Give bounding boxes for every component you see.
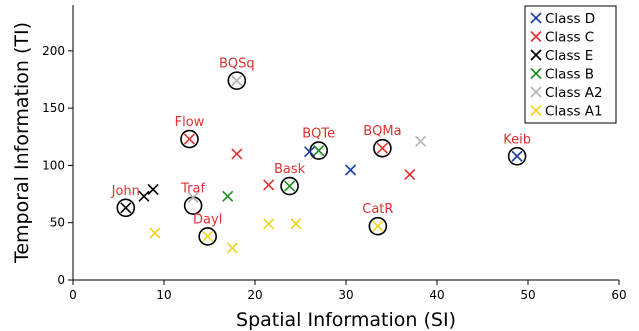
data-point [304, 146, 316, 158]
data-point [231, 148, 243, 160]
legend: Class D Class C Class E Class B Class A2 Clas… [524, 5, 617, 124]
legend-box [524, 5, 617, 124]
legend-label: Class A1 [545, 104, 603, 120]
data-point [344, 164, 357, 176]
highlight-circle [227, 71, 247, 90]
y-tick-label: 200 [42, 44, 65, 58]
highlight-circle [507, 146, 527, 166]
point-label: John [111, 184, 140, 199]
x-tick-label: 20 [247, 288, 262, 302]
highlight-circle [198, 227, 217, 246]
data-point [222, 190, 234, 202]
point-label: Flow [175, 115, 205, 130]
legend-label: Class C [545, 30, 594, 46]
x-tick-label: 10 [156, 288, 171, 302]
x-tick-label: 50 [520, 288, 535, 302]
point-label: Traf [180, 182, 205, 197]
x-tick-label: 60 [611, 288, 626, 302]
data-point [231, 75, 243, 87]
y-tick-label: 50 [50, 216, 65, 230]
point-label: BQTe [302, 127, 335, 142]
x-tick-label: 40 [429, 288, 444, 302]
y-tick-label: 0 [57, 273, 65, 287]
highlight-circle [368, 216, 388, 236]
data-point [415, 135, 427, 147]
point-label: BQMa [363, 124, 401, 139]
data-point [183, 133, 196, 145]
data-point [187, 191, 199, 204]
y-axis-title: Temporal Information (TI) [11, 22, 33, 264]
point-label: BQSq [219, 57, 255, 72]
legend-marker [530, 67, 542, 80]
highlight-circle [373, 138, 392, 158]
data-point [202, 230, 214, 243]
legend-marker [530, 12, 542, 24]
legend-label: Class B [545, 67, 594, 83]
point-label: Bask [274, 162, 306, 177]
plot-area: 0 10 20 30 40 50 60 0 50 100 150 200 BQSq Flow BQTe BQM… [42, 5, 627, 302]
legend-label: Class E [545, 48, 593, 64]
y-tick-label: 150 [42, 101, 65, 115]
data-point [372, 220, 384, 232]
highlight-circle [280, 176, 299, 196]
y-tick-label: 100 [42, 158, 65, 172]
x-tick-label: 0 [69, 288, 77, 302]
x-tick-label: 30 [338, 288, 353, 302]
data-point [376, 142, 388, 154]
data-point [404, 169, 416, 181]
data-point [226, 242, 238, 254]
legend-marker [530, 30, 542, 43]
data-point [120, 202, 132, 214]
legend-marker [530, 104, 542, 117]
x-axis-title: Spatial Information (SI) [236, 309, 456, 331]
point-label: Keib [503, 132, 531, 147]
legend-label: Class D [545, 11, 595, 27]
data-point [147, 183, 159, 196]
legend-marker [530, 86, 542, 98]
data-point [511, 150, 523, 162]
data-point [290, 218, 302, 230]
data-point [149, 227, 161, 239]
point-label: CatR [362, 202, 393, 217]
data-point [263, 179, 275, 191]
legend-label: Class A2 [545, 85, 603, 101]
point-label: Dayl [193, 212, 222, 227]
data-point [263, 218, 275, 230]
data-point [138, 190, 150, 202]
highlight-circle [116, 198, 136, 218]
highlight-circle [180, 129, 199, 149]
data-point [284, 180, 296, 192]
data-point [313, 144, 325, 157]
legend-marker [530, 49, 542, 61]
